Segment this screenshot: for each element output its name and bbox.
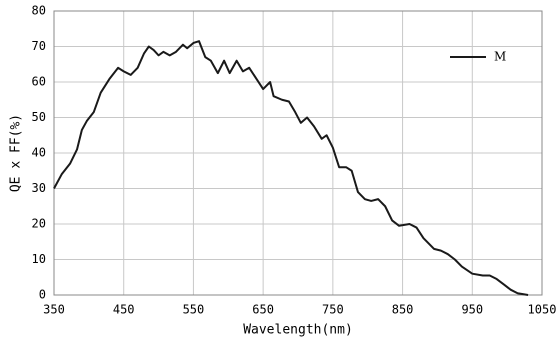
y-tick-label: 50 <box>32 110 46 124</box>
x-tick-label: 650 <box>252 303 274 317</box>
y-tick-label: 40 <box>32 146 46 160</box>
y-axis-label: QE x FF(%) <box>9 114 24 192</box>
x-tick-label: 550 <box>183 303 205 317</box>
y-tick-label: 20 <box>32 217 46 231</box>
x-axis-label: Wavelength(nm) <box>243 323 353 338</box>
y-tick-label: 80 <box>32 4 46 18</box>
data-line <box>53 40 529 296</box>
y-tick-label: 30 <box>32 181 46 195</box>
y-tick-label: 60 <box>32 75 46 89</box>
legend-label: M <box>494 50 506 64</box>
x-tick-label: 1050 <box>528 303 557 317</box>
plot-frame <box>53 10 543 296</box>
y-tick-label: 0 <box>39 288 46 302</box>
x-tick-label: 450 <box>113 303 135 317</box>
y-tick-label: 70 <box>32 39 46 53</box>
x-tick-label: 750 <box>322 303 344 317</box>
y-tick-label: 10 <box>32 252 46 266</box>
x-tick-label: 850 <box>392 303 414 317</box>
x-tick-label: 950 <box>461 303 483 317</box>
x-tick-label: 350 <box>43 303 65 317</box>
